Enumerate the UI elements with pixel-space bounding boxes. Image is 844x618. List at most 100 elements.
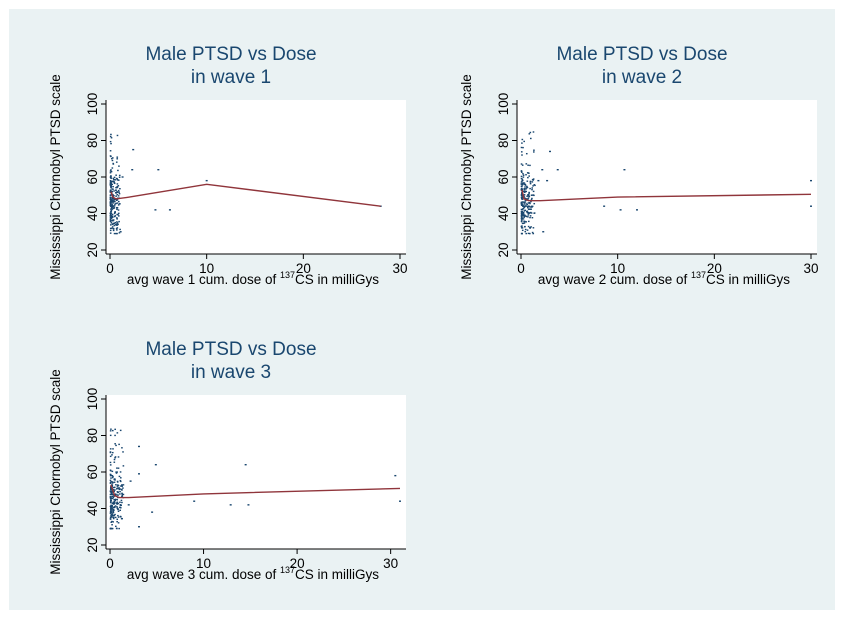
- data-point: [533, 202, 536, 205]
- data-point: [110, 220, 113, 222]
- data-point: [527, 232, 530, 235]
- data-point: [109, 220, 112, 222]
- data-point: [109, 461, 112, 464]
- data-point: [520, 151, 523, 153]
- data-point: [113, 176, 116, 179]
- data-point: [132, 148, 135, 151]
- data-point: [533, 212, 536, 214]
- fit-line: [110, 183, 381, 207]
- data-point: [524, 186, 526, 188]
- data-point: [109, 512, 112, 514]
- y-tick-label: 60: [85, 169, 100, 184]
- data-point: [111, 159, 114, 162]
- data-point: [531, 197, 533, 200]
- data-point: [520, 177, 523, 180]
- data-point: [115, 174, 117, 176]
- data-point: [111, 183, 113, 186]
- data-point: [521, 138, 524, 141]
- data-point: [119, 188, 121, 190]
- data-point: [116, 503, 119, 505]
- scatter-points: [109, 133, 382, 235]
- data-point: [113, 498, 116, 501]
- data-point: [117, 487, 120, 489]
- data-point: [117, 204, 120, 206]
- data-point: [111, 495, 114, 498]
- data-point: [116, 199, 119, 201]
- data-point: [109, 501, 112, 504]
- data-point: [525, 205, 527, 207]
- data-point: [110, 477, 112, 479]
- data-point: [521, 184, 524, 186]
- data-point: [116, 507, 119, 510]
- data-point: [111, 429, 114, 432]
- data-point: [526, 186, 528, 188]
- data-point: [193, 500, 196, 502]
- data-point: [111, 204, 114, 206]
- data-point: [527, 164, 529, 166]
- x-tick-label: 0: [106, 261, 114, 276]
- data-point: [229, 504, 232, 506]
- data-point: [525, 152, 528, 155]
- data-point: [117, 195, 120, 197]
- data-point: [534, 184, 536, 187]
- data-point: [520, 213, 523, 215]
- y-tick-label: 100: [85, 93, 100, 116]
- data-point: [523, 210, 526, 212]
- data-point: [532, 227, 535, 229]
- data-point: [523, 188, 526, 191]
- data-point: [523, 222, 526, 224]
- data-point: [532, 190, 535, 193]
- data-point: [528, 191, 530, 194]
- data-point: [526, 203, 529, 206]
- data-point: [113, 481, 116, 483]
- data-point: [109, 430, 112, 432]
- data-point: [619, 209, 622, 211]
- data-point: [532, 178, 535, 180]
- data-point: [525, 215, 528, 218]
- data-point: [110, 155, 112, 158]
- data-point: [116, 506, 118, 508]
- data-point: [118, 191, 120, 193]
- data-point: [113, 224, 116, 227]
- data-point: [526, 211, 529, 214]
- chart-subtitle: in wave 1: [191, 67, 271, 88]
- data-point: [520, 171, 523, 173]
- data-point: [111, 199, 113, 201]
- data-point: [529, 181, 532, 183]
- data-point: [114, 211, 116, 213]
- data-point: [111, 188, 114, 190]
- data-point: [117, 189, 120, 192]
- chart-subtitle: in wave 2: [602, 67, 682, 88]
- data-point: [109, 473, 112, 476]
- data-point: [531, 205, 534, 208]
- data-point: [523, 214, 526, 216]
- data-point: [112, 486, 115, 489]
- data-point: [115, 488, 118, 490]
- data-point: [111, 514, 114, 517]
- data-point: [117, 510, 120, 512]
- data-point: [525, 210, 528, 213]
- data-point: [110, 186, 113, 188]
- data-point: [117, 456, 120, 458]
- data-point: [521, 222, 524, 225]
- data-point: [521, 198, 524, 200]
- data-point: [115, 202, 117, 205]
- data-point: [525, 163, 528, 165]
- y-tick-label: 20: [85, 537, 100, 552]
- data-point: [110, 500, 112, 502]
- data-point: [111, 223, 114, 226]
- x-axis-label: avg wave 2 cum. dose of 137CS in milliGy…: [538, 270, 790, 287]
- data-point: [115, 502, 118, 504]
- data-point: [118, 488, 121, 491]
- data-point: [531, 181, 534, 183]
- data-point: [525, 203, 528, 205]
- data-point: [109, 434, 112, 437]
- data-point: [119, 493, 121, 495]
- data-point: [113, 198, 115, 201]
- data-point: [522, 176, 525, 178]
- data-point: [117, 467, 120, 469]
- data-point: [114, 211, 116, 214]
- data-point: [524, 225, 526, 228]
- data-point: [523, 190, 526, 192]
- data-point: [110, 216, 113, 218]
